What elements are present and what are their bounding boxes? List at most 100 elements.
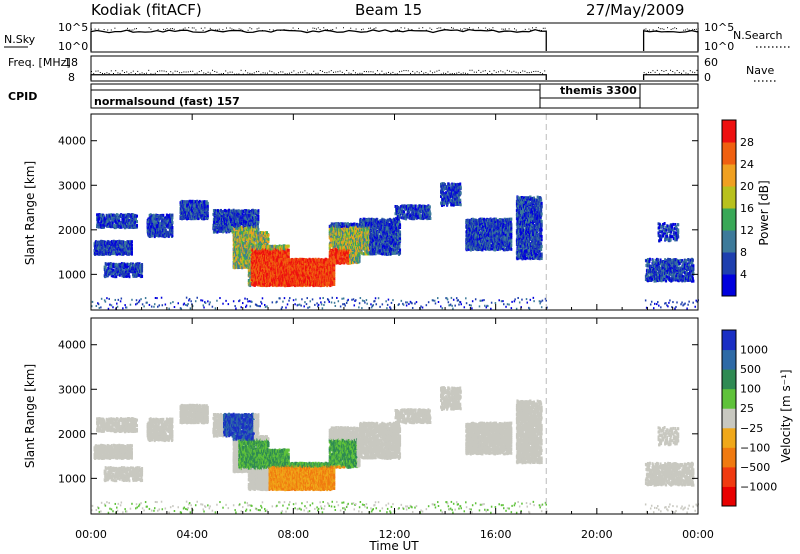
power-cell: [249, 216, 252, 220]
power-cell: [104, 270, 107, 274]
power-cell: [250, 281, 253, 285]
nsky-point: [114, 27, 116, 29]
power-cell: [242, 238, 245, 242]
nave-point: [445, 72, 447, 74]
power-cell: [160, 228, 163, 232]
power-cell: [118, 266, 121, 270]
nave-point: [667, 73, 669, 75]
nave-point: [539, 72, 541, 74]
power-cell: [252, 230, 255, 234]
power-cell: [255, 267, 258, 271]
nave-point: [361, 72, 363, 74]
power-cell: [258, 275, 261, 279]
power-cell: [246, 224, 249, 228]
power-cell: [134, 271, 137, 275]
nsky-point: [469, 27, 470, 29]
power-cell: [248, 225, 251, 229]
nsky-point: [204, 27, 206, 29]
power-cell: [112, 268, 115, 272]
power-cell: [121, 266, 124, 270]
nave-point: [313, 70, 315, 72]
power-cell: [127, 271, 130, 275]
power-cell: [253, 222, 256, 226]
power-cell: [234, 253, 237, 257]
power-cell: [246, 266, 249, 270]
nave-point: [216, 71, 218, 73]
nsky-point: [98, 28, 100, 30]
power-cell: [233, 228, 236, 232]
nave-point: [161, 70, 163, 72]
power-cell: [171, 234, 174, 238]
power-cell: [241, 255, 244, 259]
power-cell: [162, 213, 165, 217]
power-cell: [232, 228, 235, 232]
nave-point: [91, 71, 92, 73]
nave-point: [462, 72, 464, 74]
power-cell: [264, 246, 267, 250]
power-cell: [97, 220, 100, 224]
power-cell: [130, 262, 133, 266]
power-cell: [171, 213, 174, 217]
power-cell: [251, 227, 254, 231]
power-cell: [248, 223, 251, 227]
nave-point: [135, 73, 136, 75]
nsky-point: [643, 28, 645, 30]
power-cell: [120, 245, 123, 249]
power-cell: [186, 204, 189, 208]
nsky-point: [467, 28, 469, 30]
nsky-point: [418, 27, 420, 29]
power-cell: [252, 246, 255, 250]
nsky-point: [251, 28, 253, 30]
power-cell: [199, 202, 202, 206]
power-cell: [149, 213, 152, 217]
power-cell: [95, 243, 98, 247]
power-cell: [132, 214, 135, 218]
nave-point: [148, 69, 150, 71]
nave-label: Nave: [746, 64, 774, 77]
power-cell: [101, 250, 104, 254]
power-cell: [163, 230, 166, 234]
nave-point: [267, 72, 268, 74]
power-cell: [214, 212, 217, 216]
nave-point: [187, 71, 189, 73]
power-cell: [202, 205, 205, 209]
power-cell: [235, 247, 238, 251]
power-cell: [245, 240, 248, 244]
power-cell: [269, 262, 272, 266]
nave-point: [379, 73, 381, 75]
nave-point: [482, 70, 484, 72]
power-cell: [112, 262, 115, 266]
power-cell: [159, 213, 162, 217]
power-cell: [165, 224, 168, 228]
power-cell: [228, 213, 231, 217]
nave-point: [678, 72, 680, 74]
nave-point: [513, 70, 515, 72]
nsky-point: [110, 29, 112, 31]
power-cell: [186, 202, 189, 206]
power-cell: [109, 225, 112, 229]
nave-point: [183, 71, 185, 73]
nave-point: [322, 70, 323, 72]
nsky-point: [674, 27, 676, 29]
power-cell: [233, 236, 236, 240]
nave-point: [328, 71, 330, 73]
cpid-mode-1: normalsound (fast) 157: [94, 95, 240, 108]
power-cell: [185, 215, 188, 219]
power-cell: [110, 263, 113, 267]
power-cell: [243, 241, 246, 245]
power-cell: [130, 269, 133, 273]
nave-point: [306, 72, 308, 74]
power-cell: [103, 225, 106, 229]
power-cell: [196, 209, 199, 213]
power-cell: [239, 225, 242, 229]
nave-point: [286, 73, 288, 75]
power-cell: [109, 216, 112, 220]
power-cell: [267, 240, 270, 244]
nsky-point: [661, 28, 663, 30]
power-cell: [98, 249, 101, 253]
power-cell: [274, 244, 277, 248]
power-cell: [229, 218, 232, 222]
nave-point: [465, 72, 466, 74]
power-cell: [118, 224, 121, 228]
